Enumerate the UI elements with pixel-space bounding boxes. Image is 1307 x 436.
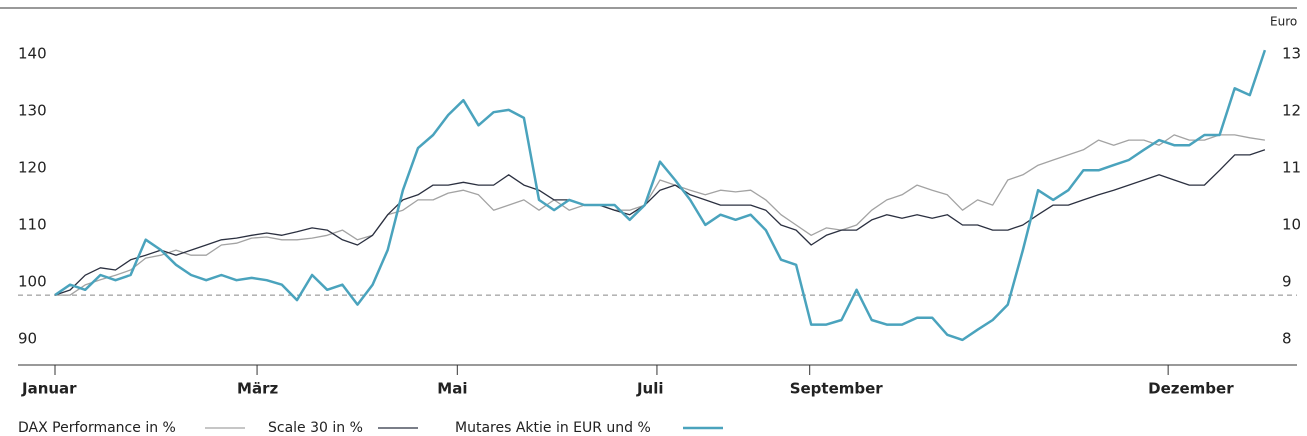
x-tick-label: September (790, 380, 884, 398)
legend-label: Mutares Aktie in EUR und % (455, 420, 651, 436)
x-tick-label: Dezember (1148, 380, 1234, 398)
y2-tick-label: 13 (1282, 45, 1301, 63)
y-tick-label: 90 (18, 330, 37, 348)
y2-tick-label: 12 (1282, 102, 1301, 120)
legend-label: Scale 30 in % (268, 420, 363, 436)
series-line (54, 49, 1267, 342)
y-tick-label: 130 (18, 102, 47, 120)
y-tick-label: 110 (18, 216, 47, 234)
y2-tick-label: 8 (1282, 329, 1292, 347)
y2-tick-label: 11 (1282, 158, 1301, 176)
y-tick-label: 140 (18, 45, 47, 63)
x-tick-label: März (237, 380, 278, 398)
y2-axis-label: Euro (1270, 15, 1297, 29)
series-line (54, 149, 1266, 296)
y2-tick-label: 10 (1282, 215, 1301, 233)
x-tick-label: Juli (636, 380, 664, 398)
y2-tick-label: 9 (1282, 272, 1292, 290)
series-line (55, 134, 1265, 296)
y-tick-label: 120 (18, 159, 47, 177)
y-tick-label: 100 (18, 273, 47, 291)
legend-label: DAX Performance in % (18, 420, 176, 436)
x-tick-label: Mai (437, 380, 467, 398)
x-tick-label: Januar (21, 380, 77, 398)
